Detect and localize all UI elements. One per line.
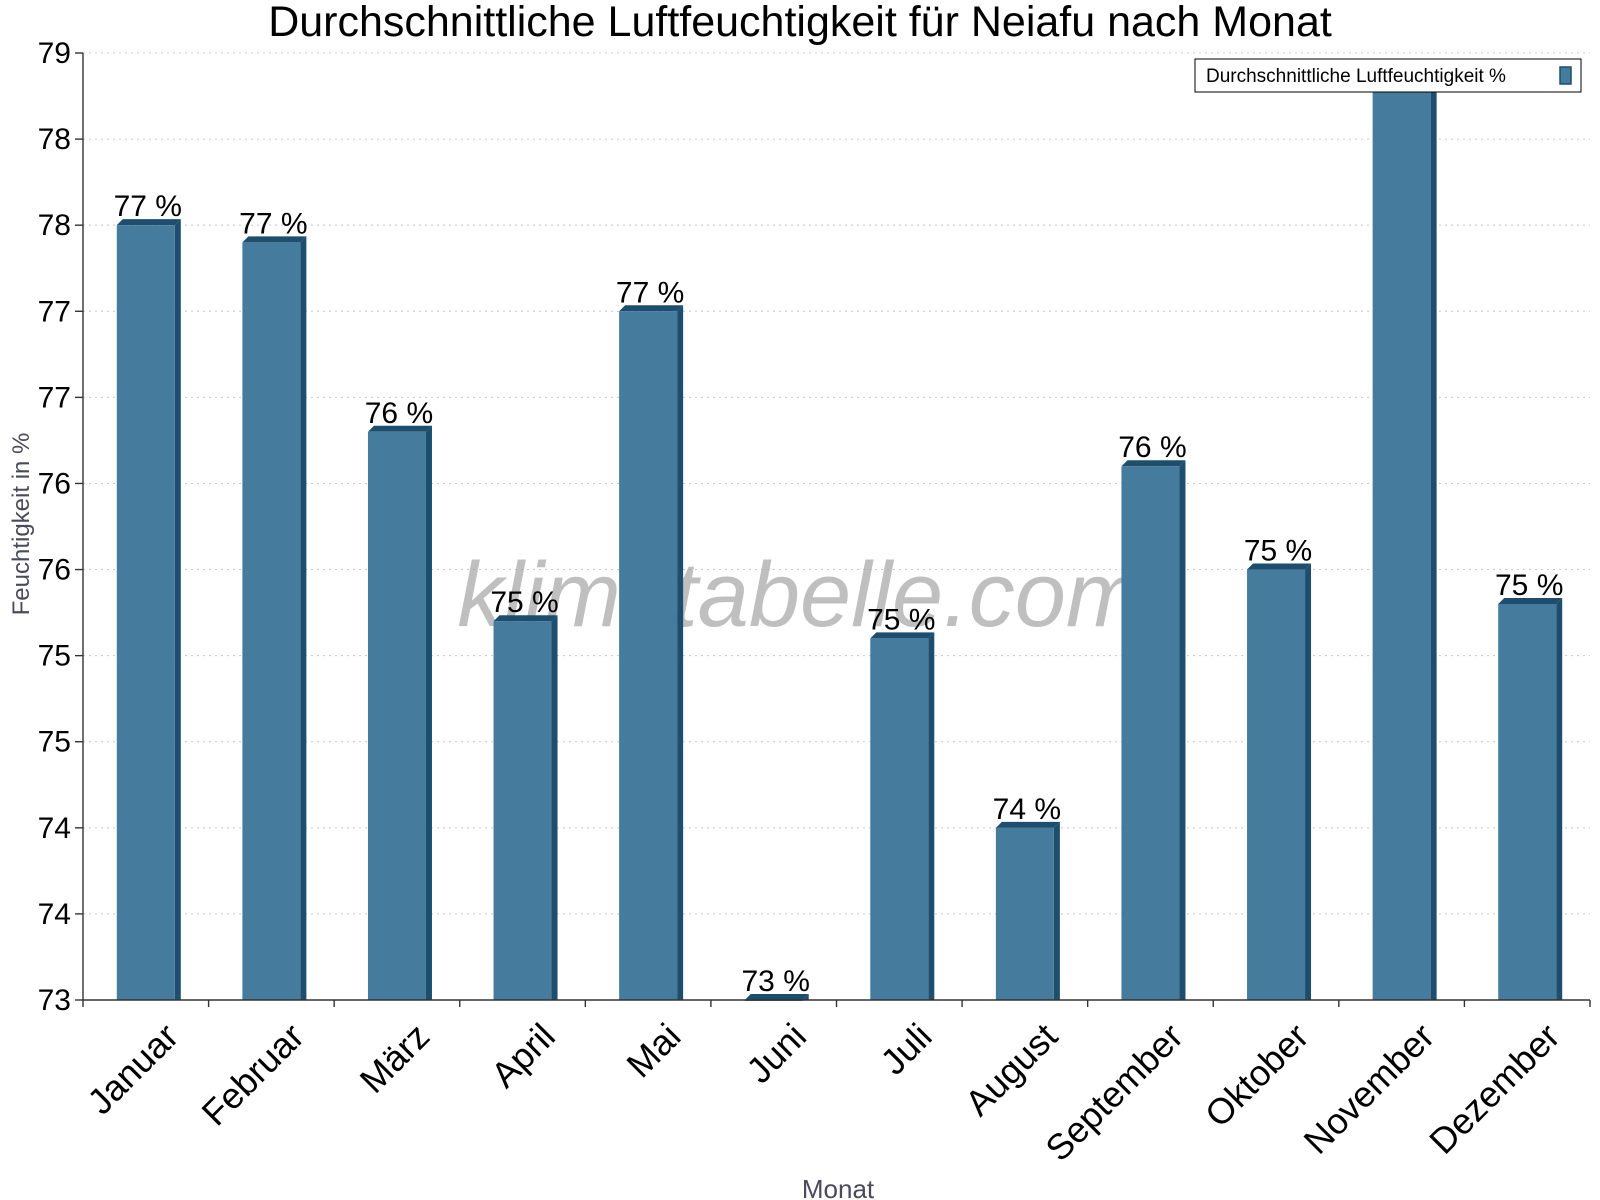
bar-februar xyxy=(242,236,307,1000)
y-tick-label: 78 xyxy=(38,123,71,156)
y-tick-label: 77 xyxy=(38,295,71,328)
data-labels: 77 % 77 % 76 % 75 % 77 % 73 % 75 % 74 % 76 % 75 %… xyxy=(114,190,1564,998)
bar-top xyxy=(116,219,181,226)
x-axis-ticks: Januar Februar März April Mai Juni Juli AugustS… xyxy=(79,1015,1567,1169)
x-tick-label: Februar xyxy=(194,1015,312,1133)
axes xyxy=(75,52,1591,1007)
bar-top xyxy=(1121,460,1186,467)
y-tick-label: 78 xyxy=(38,209,71,242)
bar-face xyxy=(367,431,426,1000)
bar-mai xyxy=(619,305,684,1001)
y-tick-label: 74 xyxy=(38,812,71,845)
x-tick-label: Januar xyxy=(79,1015,186,1122)
bar-august xyxy=(995,821,1060,1000)
x-tick-label: November xyxy=(1296,1015,1442,1161)
data-label: 74 % xyxy=(993,793,1061,826)
bar-side xyxy=(1305,563,1312,1000)
x-tick-label: Mai xyxy=(618,1015,688,1085)
bar-face xyxy=(1121,466,1180,1001)
bar-september xyxy=(1121,460,1186,1001)
legend: Durchschnittliche Luftfeuchtigkeit % xyxy=(1194,58,1582,93)
y-tick-label: 73 xyxy=(38,984,71,1017)
x-tick-label: April xyxy=(483,1015,563,1095)
x-tick-label: September xyxy=(1037,1015,1191,1169)
bar-oktober xyxy=(1247,563,1312,1000)
data-label: 75 % xyxy=(490,586,558,619)
y-tick-label: 76 xyxy=(38,467,71,500)
watermark-layer: klimatabelle.com xyxy=(457,544,1142,646)
y-tick-label: 75 xyxy=(38,726,71,759)
y-tick-label: 75 xyxy=(38,640,71,673)
data-label: 75 % xyxy=(1495,569,1563,602)
bar-side xyxy=(1430,64,1437,1000)
x-tick-label: Juni xyxy=(738,1015,814,1091)
bar-side xyxy=(300,236,307,1000)
bars xyxy=(116,64,1563,1001)
bar-side xyxy=(1053,821,1060,1000)
x-tick-label: März xyxy=(352,1015,438,1101)
bar-top xyxy=(870,632,935,639)
bar-face xyxy=(619,311,678,1001)
bar-juli xyxy=(870,632,935,1000)
data-label: 77 % xyxy=(239,207,307,240)
bar-side xyxy=(425,425,432,1000)
bar-januar xyxy=(116,219,181,1000)
y-tick-label: 74 xyxy=(38,898,71,931)
data-label: 73 % xyxy=(742,965,810,998)
y-tick-label: 79 xyxy=(38,37,71,70)
bar-side xyxy=(1556,597,1563,1000)
bar-face xyxy=(116,225,175,1000)
bar-top xyxy=(242,236,307,243)
y-tick-label: 76 xyxy=(38,554,71,587)
data-label: 76 % xyxy=(1118,431,1186,464)
data-label: 75 % xyxy=(1244,535,1312,568)
bar-side xyxy=(551,615,558,1000)
y-axis-ticks: 73 74 74 75 75 76 76 77 77 78 78 79 xyxy=(38,37,71,1017)
data-label: 77 % xyxy=(616,276,684,309)
legend-swatch xyxy=(1559,66,1572,85)
y-tick-label: 77 xyxy=(38,381,71,414)
bar-top xyxy=(995,821,1060,828)
bar-face xyxy=(242,242,301,1000)
data-label: 77 % xyxy=(114,190,182,223)
watermark: klimatabelle.com xyxy=(457,544,1142,646)
legend-label: Durchschnittliche Luftfeuchtigkeit % xyxy=(1206,66,1506,87)
bar-top xyxy=(367,425,432,432)
bar-side xyxy=(174,219,181,1000)
y-axis-label: Feuchtigkeit in % xyxy=(8,433,35,616)
bar-face xyxy=(995,827,1054,1000)
bar-face xyxy=(1498,603,1557,1000)
bar-märz xyxy=(367,425,432,1000)
x-tick-label: Oktober xyxy=(1197,1015,1317,1135)
bar-top xyxy=(493,615,558,622)
bar-top xyxy=(1247,563,1312,570)
bar-dezember xyxy=(1498,597,1563,1000)
legend-box xyxy=(1194,58,1582,93)
data-label: 76 % xyxy=(365,397,433,430)
bar-top xyxy=(1498,597,1563,604)
bar-april xyxy=(493,615,558,1000)
bar-november xyxy=(1372,64,1437,1000)
bar-side xyxy=(928,632,935,1000)
bar-top xyxy=(744,994,809,1000)
bar-face xyxy=(870,638,929,1000)
x-tick-label: Juli xyxy=(872,1015,939,1082)
bar-top xyxy=(619,305,684,312)
grid-lines xyxy=(83,52,1590,915)
bar-face xyxy=(1372,70,1431,1000)
chart-title: Durchschnittliche Luftfeuchtigkeit für N… xyxy=(268,0,1332,46)
x-axis-label: Monat xyxy=(802,1174,875,1200)
bar-face xyxy=(1247,569,1306,1000)
bar-side xyxy=(677,305,684,1001)
bar-side xyxy=(1179,460,1186,1001)
data-label: 75 % xyxy=(867,603,935,636)
bar-face xyxy=(493,621,552,1000)
x-tick-label: August xyxy=(957,1015,1065,1123)
x-tick-label: Dezember xyxy=(1421,1015,1567,1161)
